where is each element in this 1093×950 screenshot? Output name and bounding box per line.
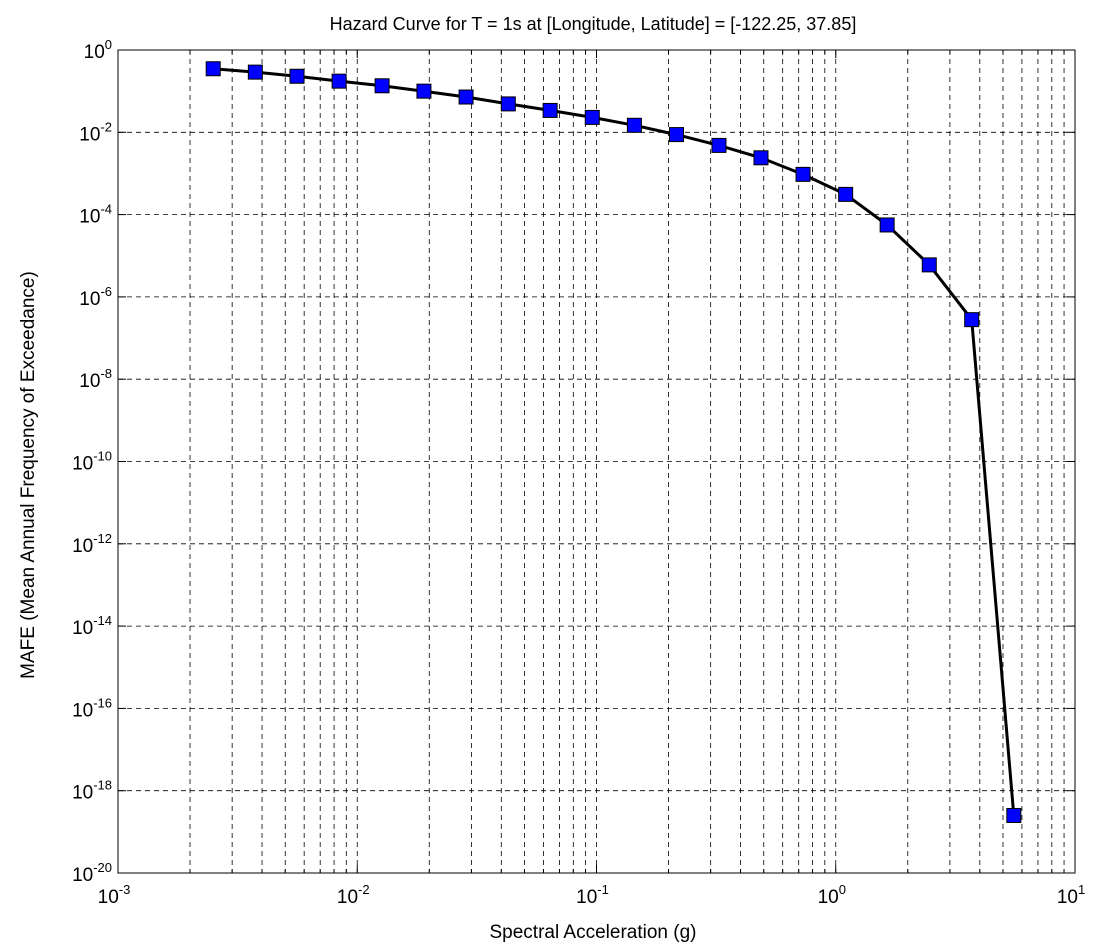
y-tick-label: 100 [84,37,112,63]
data-point-marker [542,102,558,118]
data-point-marker [247,64,263,80]
y-tick-label: 10-20 [72,860,112,886]
data-point-marker [753,150,769,166]
data-point-marker [795,166,811,182]
y-tick-label: 10-10 [72,449,112,475]
data-point-marker [289,68,305,84]
x-tick-label: 101 [1057,882,1085,908]
chart-title: Hazard Curve for T = 1s at [Longitude, L… [330,14,857,34]
axes: 10-3 10-2 10-1 100 101 10-20 10-18 10-16 10-14 10… [72,37,1085,908]
x-tick-label: 10-3 [98,882,131,908]
y-tick-label: 10-12 [72,531,112,557]
data-point-marker [964,312,980,328]
y-tick-label: 10-4 [79,202,112,228]
grid-lines [118,50,1075,873]
data-point-marker [331,73,347,89]
data-point-marker [711,137,727,153]
y-tick-label: 10-8 [79,366,112,392]
data-point-marker [838,186,854,202]
data-point-marker [374,78,390,94]
data-point-marker [626,117,642,133]
x-tick-label: 100 [818,882,846,908]
x-axis-title: Spectral Acceleration (g) [490,922,697,943]
y-axis-title: MAFE (Mean Annual Frequency of Exceedanc… [18,271,39,679]
y-tick-label: 10-2 [79,119,112,145]
x-tick-label: 10-1 [576,882,609,908]
data-point-marker [669,127,685,143]
data-point-marker [879,217,895,233]
x-tick-label: 10-2 [337,882,370,908]
data-point-marker [921,257,937,273]
data-point-marker [1006,807,1022,823]
y-tick-label: 10-14 [72,613,112,639]
y-tick-label: 10-16 [72,695,112,721]
data-point-marker [584,109,600,125]
data-series [205,61,1022,823]
data-point-marker [205,61,221,77]
data-point-marker [458,89,474,105]
y-tick-label: 10-6 [79,284,112,310]
y-tick-label: 10-18 [72,778,112,804]
data-point-marker [500,96,516,112]
data-point-marker [416,83,432,99]
